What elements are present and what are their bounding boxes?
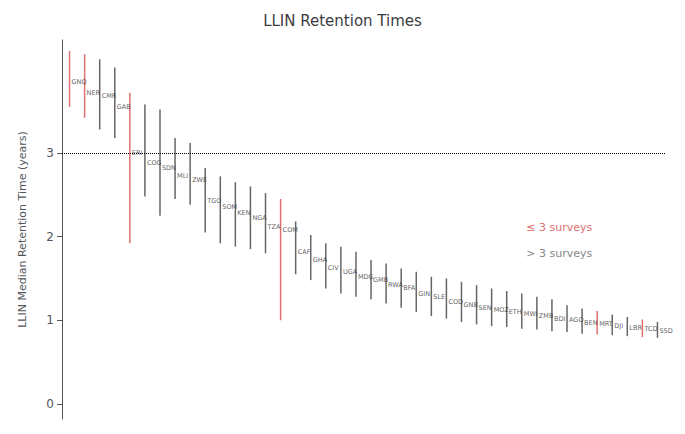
svg-text:LLIN Retention Times: LLIN Retention Times — [263, 12, 422, 30]
svg-text:> 3 surveys: > 3 surveys — [526, 247, 592, 260]
svg-text:COG: COG — [147, 159, 162, 167]
svg-text:SLE: SLE — [433, 293, 445, 301]
svg-text:MDG: MDG — [358, 273, 374, 281]
svg-text:0: 0 — [46, 397, 54, 411]
svg-text:≤ 3 surveys: ≤ 3 surveys — [526, 221, 592, 234]
svg-text:COM: COM — [283, 226, 298, 234]
svg-text:NER: NER — [87, 89, 101, 97]
svg-text:GHA: GHA — [313, 256, 328, 264]
svg-text:MOZ: MOZ — [494, 306, 510, 314]
svg-text:NGA: NGA — [252, 214, 267, 222]
svg-text:RWA: RWA — [388, 281, 403, 289]
svg-text:1: 1 — [46, 313, 54, 327]
svg-text:LBR: LBR — [629, 324, 642, 332]
svg-text:TZA: TZA — [267, 223, 281, 231]
svg-text:ERI: ERI — [132, 149, 143, 157]
svg-text:KEN: KEN — [237, 209, 250, 217]
svg-text:AGO: AGO — [569, 316, 584, 324]
svg-text:SOM: SOM — [222, 203, 237, 211]
svg-text:ETH: ETH — [509, 308, 522, 316]
svg-text:UGA: UGA — [343, 268, 358, 276]
svg-text:3: 3 — [46, 146, 54, 160]
svg-text:CIV: CIV — [328, 264, 339, 272]
svg-text:BEN: BEN — [584, 319, 598, 327]
svg-text:GNQ: GNQ — [72, 78, 87, 86]
svg-text:TGO: TGO — [206, 197, 221, 205]
svg-text:SEN: SEN — [479, 304, 492, 312]
svg-text:SDN: SDN — [162, 164, 176, 172]
svg-text:MRT: MRT — [599, 320, 613, 328]
svg-text:LLIN Median Retention Time (ye: LLIN Median Retention Time (years) — [16, 131, 29, 328]
svg-text:GIN: GIN — [418, 290, 430, 298]
svg-text:COD: COD — [448, 298, 463, 306]
svg-text:GAB: GAB — [117, 103, 131, 111]
svg-text:2: 2 — [46, 230, 54, 244]
svg-text:BFA: BFA — [403, 284, 416, 292]
svg-text:MWI: MWI — [524, 310, 538, 318]
svg-text:ZWE: ZWE — [192, 176, 207, 184]
svg-text:SSD: SSD — [659, 327, 672, 335]
svg-text:GNB: GNB — [463, 301, 477, 309]
svg-text:CAF: CAF — [298, 248, 311, 256]
svg-text:BDI: BDI — [554, 315, 565, 323]
svg-text:GMB: GMB — [373, 276, 388, 284]
svg-text:TCD: TCD — [643, 325, 657, 333]
svg-text:DJI: DJI — [614, 322, 623, 330]
svg-text:ZMB: ZMB — [539, 312, 554, 320]
svg-text:MLI: MLI — [177, 172, 188, 180]
svg-text:CMR: CMR — [102, 92, 117, 100]
